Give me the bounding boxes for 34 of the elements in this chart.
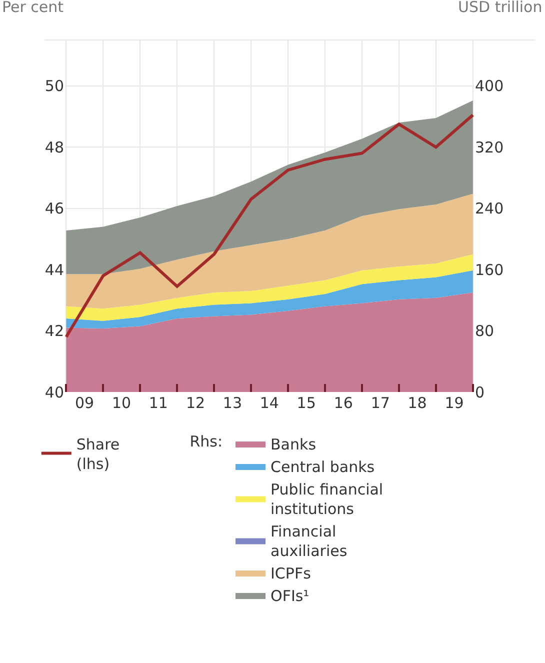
y2-tick-label: 400	[475, 77, 504, 96]
legend-label: Financial auxiliaries	[270, 522, 348, 560]
x-tick-label: 19	[444, 394, 464, 412]
y-tick-label: 44	[44, 260, 64, 279]
legend-label: Banks	[270, 435, 316, 454]
x-tick-label: 10	[112, 394, 132, 412]
legend-label: Share (lhs)	[76, 435, 120, 473]
x-tick-label: 09	[74, 394, 94, 412]
y2-tick-label: 240	[475, 200, 504, 218]
y2-tick-label: 160	[475, 260, 504, 279]
legend-label: OFIs¹	[270, 586, 310, 605]
legend-title: Rhs:	[190, 432, 223, 451]
y-tick-label: 46	[44, 200, 64, 218]
x-tick-label: 14	[260, 394, 279, 412]
y2-tick-label: 320	[475, 138, 504, 156]
legend-label: Public financial institutions	[270, 480, 384, 518]
y-axis-title: Per cent	[2, 0, 64, 16]
x-tick-label: 17	[370, 394, 390, 412]
x-tick-label: 13	[222, 394, 242, 412]
x-tick-label: 15	[296, 394, 316, 412]
line-series	[65, 113, 474, 338]
x-tick-label: 11	[148, 394, 168, 412]
y-tick-label: 40	[44, 383, 64, 402]
x-tick-label: 12	[186, 394, 206, 412]
y2-axis-title: USD trillion	[458, 0, 542, 16]
y2-tick-label: 0	[475, 383, 485, 402]
legend-label: Central banks	[270, 458, 375, 476]
legend-label: ICPFs	[270, 564, 312, 582]
y2-tick-label: 80	[475, 322, 494, 340]
y-tick-label: 42	[44, 322, 64, 340]
x-tick-label: 16	[334, 394, 353, 412]
y-tick-label: 48	[44, 138, 64, 156]
x-tick-label: 18	[408, 394, 427, 412]
y-tick-label: 50	[44, 77, 64, 96]
